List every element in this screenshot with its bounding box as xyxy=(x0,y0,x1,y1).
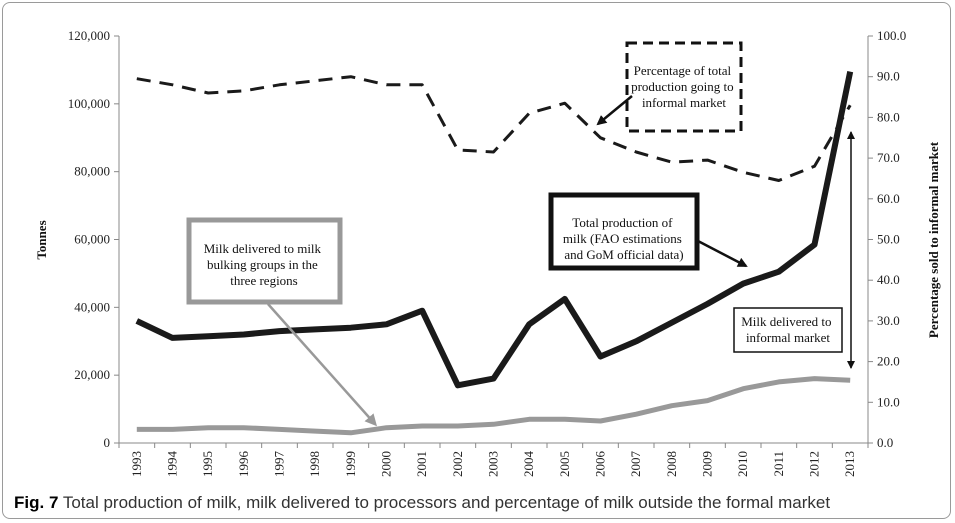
x-tick-label: 1997 xyxy=(272,451,287,478)
y-right-tick-label: 50.0 xyxy=(877,232,900,247)
x-tick-label: 2010 xyxy=(735,451,750,477)
y-right-tick-label: 40.0 xyxy=(877,272,900,287)
figure-caption: Fig. 7 Total production of milk, milk de… xyxy=(14,493,944,513)
x-tick-label: 2008 xyxy=(664,451,679,477)
y-right-axis-label: Percentage sold to informal market xyxy=(926,141,941,338)
y-right-tick-label: 0.0 xyxy=(877,435,893,450)
annotation-text-total: Total production of milk (FAO estimation… xyxy=(563,215,685,262)
x-tick-label: 1995 xyxy=(200,451,215,477)
y-right-tick-label: 20.0 xyxy=(877,354,900,369)
annotation-pct-line-1: Percentage of total xyxy=(634,63,732,78)
y-right-tick-label: 30.0 xyxy=(877,313,900,328)
x-tick-label: 1994 xyxy=(165,451,180,478)
annotation-text-informal: Milk delivered to informal market xyxy=(741,314,835,345)
x-tick-label: 2003 xyxy=(486,451,501,477)
y-right-tick-label: 70.0 xyxy=(877,150,900,165)
annotation-box-delivered xyxy=(186,217,343,305)
x-tick-label: 2006 xyxy=(593,451,608,478)
annotation-delivered-line-1: Milk delivered to milk xyxy=(204,241,322,256)
annotation-text-pct: Percentage of total production going to … xyxy=(631,63,737,110)
y-left-axis-label: Tonnes xyxy=(34,220,49,259)
x-tick-label: 1993 xyxy=(129,451,144,477)
y-left-tick-label: 0 xyxy=(104,435,111,450)
y-left-tick-label: 60,000 xyxy=(74,232,110,247)
annotation-pct-line-2: production going to xyxy=(631,79,734,94)
x-tick-label: 2000 xyxy=(379,451,394,477)
y-right-tick-label: 80.0 xyxy=(877,109,900,124)
x-tick-label: 2002 xyxy=(450,451,465,477)
x-tick-label: 2007 xyxy=(628,451,643,478)
annotation-arrow-total xyxy=(697,239,748,268)
annotation-informal-line-1: Milk delivered to xyxy=(741,314,831,329)
annotation-delivered-line-2: bulking groups in the xyxy=(207,257,318,272)
x-tick-label: 1998 xyxy=(307,451,322,477)
caption-text: Total production of milk, milk delivered… xyxy=(58,493,831,512)
annotation-total-line-2: milk (FAO estimations xyxy=(563,231,682,246)
y-right-tick-label: 100.0 xyxy=(877,28,906,43)
annotation-informal-line-2: informal market xyxy=(746,330,830,345)
series-line-pct_informal xyxy=(136,75,852,182)
annotation-pct-line-3: informal market xyxy=(642,95,726,110)
annotation-arrow-pct xyxy=(596,95,633,126)
series-line-delivered xyxy=(136,376,851,436)
annotation-total-line-1: Total production of xyxy=(572,215,673,230)
x-tick-label: 2009 xyxy=(700,451,715,477)
annotation-box-total xyxy=(548,192,700,271)
x-tick-label: 2013 xyxy=(842,451,857,477)
x-tick-label: 1996 xyxy=(236,451,251,478)
caption-prefix: Fig. 7 xyxy=(14,493,59,512)
x-tick-label: 2011 xyxy=(771,451,786,477)
y-left-tick-label: 100,000 xyxy=(68,96,110,111)
x-tick-label: 2004 xyxy=(521,451,536,478)
annotation-total-line-3: and GoM official data) xyxy=(564,247,683,262)
annotation-arrow-delivered xyxy=(267,303,377,427)
y-left-tick-label: 80,000 xyxy=(74,164,110,179)
x-tick-label: 1999 xyxy=(343,451,358,477)
annotation-box-pct xyxy=(625,41,743,133)
annotation-delivered-line-3: three regions xyxy=(230,273,298,288)
chart: 020,00040,00060,00080,000100,000120,000 … xyxy=(34,28,941,478)
y-right-tick-label: 90.0 xyxy=(877,69,900,84)
x-tick-label: 2005 xyxy=(557,451,572,477)
y-left-tick-label: 40,000 xyxy=(74,299,110,314)
series-line-total xyxy=(135,70,854,389)
annotation-text-delivered: Milk delivered to milk bulking groups in… xyxy=(204,241,325,288)
y-left-tick-label: 20,000 xyxy=(74,367,110,382)
y-left-tick-label: 120,000 xyxy=(68,28,110,43)
y-right-tick-label: 10.0 xyxy=(877,394,900,409)
y-right-tick-label: 60.0 xyxy=(877,191,900,206)
x-tick-label: 2012 xyxy=(807,451,822,477)
annotation-box-informal xyxy=(733,307,843,353)
x-tick-label: 2001 xyxy=(414,451,429,477)
